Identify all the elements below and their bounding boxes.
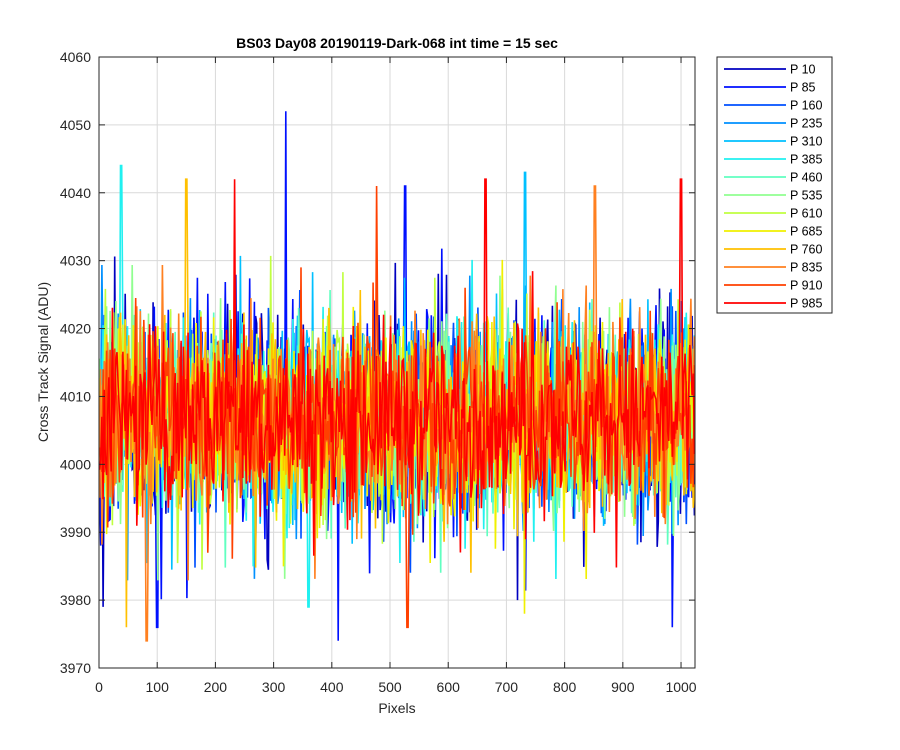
legend-label: P 85 [790, 81, 816, 95]
chart-title: BS03 Day08 20190119-Dark-068 int time = … [236, 35, 558, 51]
legend-label: P 760 [790, 243, 822, 257]
x-tick-label: 600 [437, 679, 461, 695]
x-tick-label: 100 [146, 679, 170, 695]
legend-label: P 235 [790, 117, 822, 131]
y-tick-label: 3990 [60, 524, 91, 540]
legend-label: P 910 [790, 279, 822, 293]
legend-label: P 985 [790, 297, 822, 311]
y-tick-label: 4000 [60, 456, 91, 472]
legend-label: P 685 [790, 225, 822, 239]
legend-label: P 835 [790, 261, 822, 275]
series-lines [99, 111, 695, 642]
y-tick-label: 4050 [60, 117, 91, 133]
y-tick-label: 4030 [60, 253, 91, 269]
plot-frame [98, 56, 696, 669]
y-tick-label: 3970 [60, 660, 91, 676]
legend-label: P 10 [790, 63, 816, 77]
y-tick-label: 4040 [60, 185, 91, 201]
y-tick-label: 4010 [60, 388, 91, 404]
y-tick-label: 3980 [60, 592, 91, 608]
x-tick-label: 500 [378, 679, 402, 695]
legend: P 10 P 85 P 160 P 235 P 310 P 385 P 460 P 535 P … [716, 56, 833, 314]
legend-label: P 310 [790, 135, 822, 149]
x-axis: 0 100 200 300 400 500 600 700 800 900 1000 [95, 57, 697, 695]
legend-label: P 535 [790, 189, 822, 203]
x-tick-label: 300 [262, 679, 286, 695]
legend-label: P 460 [790, 171, 822, 185]
x-tick-label: 400 [320, 679, 344, 695]
x-tick-label: 0 [95, 679, 103, 695]
x-tick-label: 900 [611, 679, 635, 695]
x-tick-label: 800 [553, 679, 577, 695]
x-tick-label: 200 [204, 679, 228, 695]
x-tick-label: 1000 [665, 679, 696, 695]
y-tick-label: 4060 [60, 49, 91, 65]
legend-label: P 385 [790, 153, 822, 167]
legend-box [716, 56, 833, 314]
x-axis-label: Pixels [378, 700, 415, 716]
y-axis-label: Cross Track Signal (ADU) [35, 282, 51, 442]
x-tick-label: 700 [495, 679, 519, 695]
series-line-p-985 [99, 178, 695, 568]
legend-label: P 610 [790, 207, 822, 221]
y-axis: 3970 3980 3990 4000 4010 4020 4030 4040 4050 4060 [60, 49, 695, 676]
y-tick-label: 4020 [60, 321, 91, 337]
legend-label: P 160 [790, 99, 822, 113]
